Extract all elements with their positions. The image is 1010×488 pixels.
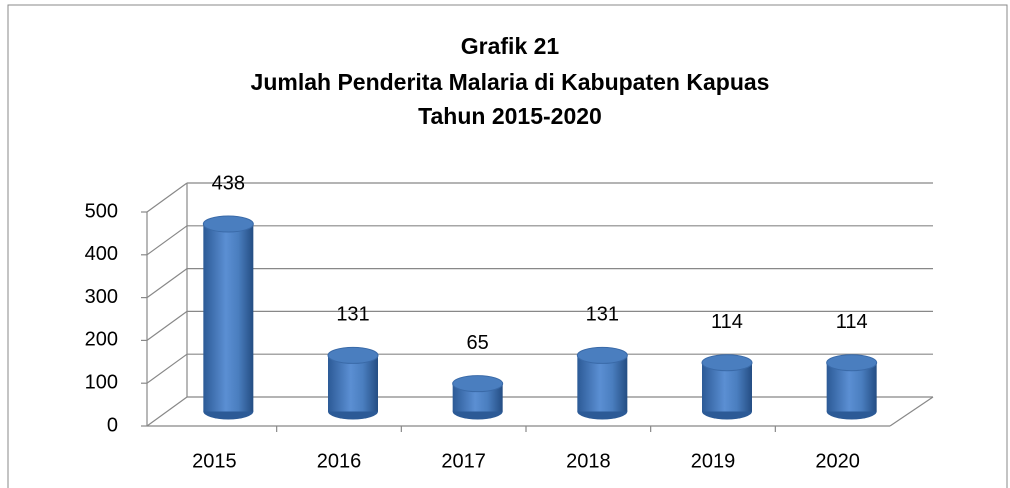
data-label: 438 xyxy=(212,172,245,194)
chart-title: Jumlah Penderita Malaria di Kabupaten Ka… xyxy=(251,69,770,95)
floor-edge xyxy=(889,396,934,427)
y-tick-label: 500 xyxy=(85,200,118,222)
bar-top xyxy=(202,215,254,233)
y-tick-label: 100 xyxy=(85,371,118,393)
grid-line xyxy=(146,310,188,341)
data-label: 114 xyxy=(711,311,743,333)
y-tick-label: 300 xyxy=(85,286,118,308)
y-tick-label: 400 xyxy=(85,243,118,265)
bar-top xyxy=(452,375,504,393)
grid-line xyxy=(146,353,188,384)
data-label: 131 xyxy=(586,304,619,326)
grid-line xyxy=(146,396,188,427)
x-tick-label: 2018 xyxy=(566,450,611,472)
bar-top xyxy=(327,346,379,364)
grid-line xyxy=(146,268,188,299)
x-tick-label: 2020 xyxy=(815,450,860,472)
chart-title: Grafik 21 xyxy=(461,33,560,59)
grid-line xyxy=(146,182,188,213)
x-tick-label: 2016 xyxy=(317,450,362,472)
y-tick-label: 200 xyxy=(85,329,118,351)
y-tick-label: 0 xyxy=(107,414,118,436)
data-label: 65 xyxy=(467,332,489,354)
data-label: 114 xyxy=(836,311,868,333)
data-label: 131 xyxy=(336,304,369,326)
x-tick-label: 2017 xyxy=(441,450,486,472)
x-tick-label: 2019 xyxy=(691,450,736,472)
grid-line xyxy=(146,225,188,256)
x-tick-label: 2015 xyxy=(192,450,237,472)
chart-title: Tahun 2015-2020 xyxy=(418,103,602,129)
bar-top xyxy=(826,354,878,372)
bar-top xyxy=(701,354,753,372)
bar-top xyxy=(576,346,628,364)
bar xyxy=(328,355,378,412)
bar xyxy=(577,355,628,412)
bar xyxy=(203,224,254,412)
